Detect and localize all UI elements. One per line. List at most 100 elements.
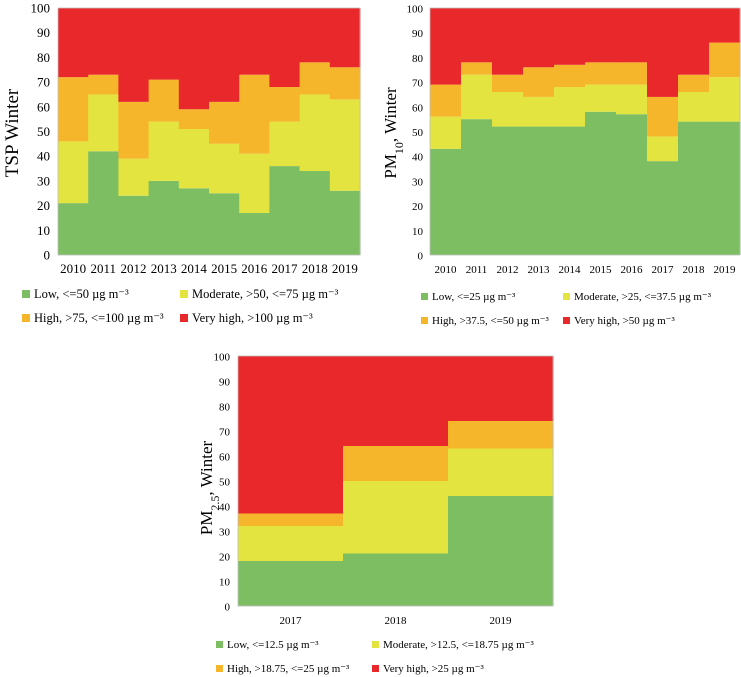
pm10-band-high-2010 (430, 84, 462, 117)
pm10-band-high-2012 (492, 74, 524, 92)
pm10-x-tick-2017: 2017 (652, 264, 675, 276)
pm25-y-tick-60: 60 (219, 452, 231, 464)
tsp-x-tick-2013: 2013 (151, 261, 177, 276)
tsp-band-high-2016 (239, 74, 270, 154)
pm25-ylabel-sub: 2.5 (208, 496, 222, 511)
pm10-y-tick-20: 20 (412, 201, 424, 213)
pm25-band-moderate-2018 (343, 481, 449, 554)
pm25-y-tick-20: 20 (219, 552, 231, 564)
pm25-x-tick-2018: 2018 (385, 615, 408, 627)
tsp-band-very_high-2014 (178, 8, 210, 110)
pm10-band-low-2010 (430, 148, 462, 255)
pm10-legend-label-very_high: Very high, >50 µg m⁻³ (574, 315, 675, 327)
pm10-y-axis-label: PM10, Winter (381, 87, 406, 179)
tsp-band-high-2015 (209, 101, 240, 144)
tsp-x-tick-2019: 2019 (332, 261, 358, 276)
tsp-y-tick-70: 70 (37, 75, 50, 90)
pm25-band-low-2018 (343, 553, 449, 606)
tsp-band-moderate-2011 (88, 94, 119, 152)
tsp-band-very_high-2010 (58, 8, 89, 78)
pm10-band-high-2016 (616, 62, 648, 85)
tsp-band-high-2012 (118, 101, 150, 159)
pm10-band-moderate-2010 (430, 116, 462, 149)
pm10-y-tick-100: 100 (407, 4, 424, 16)
pm10-y-tick-0: 0 (418, 251, 424, 263)
pm25-band-very_high-2019 (448, 356, 554, 421)
pm25-band-high-2017 (238, 513, 344, 526)
pm25-y-tick-0: 0 (225, 602, 231, 614)
tsp-band-very_high-2012 (118, 8, 150, 102)
pm10-legend-label-moderate: Moderate, >25, <=37.5 µg m⁻³ (574, 291, 712, 303)
pm25-ylabel-main: PM (197, 511, 216, 536)
pm10-x-tick-2019: 2019 (714, 264, 737, 276)
pm25-x-tick-2017: 2017 (280, 615, 303, 627)
pm10-band-moderate-2019 (709, 77, 741, 122)
pm25-y-tick-10: 10 (219, 577, 231, 589)
tsp-band-very_high-2013 (148, 8, 180, 80)
tsp-band-high-2010 (58, 77, 89, 142)
pm10-band-high-2014 (554, 64, 586, 88)
pm10-band-low-2017 (647, 161, 679, 255)
pm25-y-tick-50: 50 (219, 477, 231, 489)
tsp-x-tick-2016: 2016 (241, 261, 268, 276)
pm10-band-low-2014 (554, 126, 586, 255)
pm25-legend-label-very_high: Very high, >25 µg m⁻³ (383, 663, 484, 675)
pm25-y-tick-90: 90 (219, 377, 231, 389)
pm10-y-tick-30: 30 (412, 176, 424, 188)
pm25-plot-frame (237, 355, 554, 607)
pm25-y-tick-80: 80 (219, 402, 231, 414)
tsp-band-low-2016 (239, 213, 270, 255)
pm10-band-moderate-2016 (616, 84, 648, 115)
pm25-legend-swatch-low (216, 641, 223, 648)
pm10-band-high-2011 (461, 62, 493, 75)
tsp-band-low-2010 (58, 203, 89, 255)
pm10-legend-swatch-very_high (563, 317, 570, 324)
pm10-bands (430, 8, 741, 256)
pm25-y-tick-100: 100 (214, 352, 231, 364)
pm10-band-very_high-2019 (709, 8, 741, 43)
pm10-ylabel-main: PM (381, 154, 400, 179)
tsp-y-tick-40: 40 (37, 149, 50, 164)
pm25-band-high-2018 (343, 446, 449, 481)
pm10-band-high-2017 (647, 96, 679, 137)
tsp-plot-frame (57, 7, 361, 256)
pm25-band-moderate-2017 (238, 526, 344, 561)
tsp-band-low-2012 (118, 195, 150, 255)
pm25-legend: Low, <=12.5 µg m⁻³ Moderate, >12.5, <=18.… (216, 639, 534, 675)
pm10-x-tick-2010: 2010 (435, 264, 458, 276)
pm25-y-tick-70: 70 (219, 427, 231, 439)
tsp-band-high-2014 (178, 109, 210, 130)
tsp-legend-swatch-high (22, 314, 30, 322)
pm10-ylabel-rest: , Winter (381, 87, 400, 142)
tsp-band-very_high-2015 (209, 8, 240, 102)
pm10-x-tick-2015: 2015 (590, 264, 613, 276)
tsp-band-moderate-2017 (269, 121, 301, 167)
pm10-band-very_high-2015 (585, 8, 617, 63)
pm10-x-tick-2012: 2012 (497, 264, 519, 276)
tsp-band-very_high-2017 (269, 8, 301, 88)
pm25-y-tick-40: 40 (219, 502, 231, 514)
tsp-band-high-2013 (148, 79, 180, 122)
pm25-y-tick-30: 30 (219, 527, 231, 539)
pm10-band-moderate-2015 (585, 84, 617, 112)
pm25-legend-label-low: Low, <=12.5 µg m⁻³ (227, 639, 319, 651)
pm10-band-high-2013 (523, 67, 555, 97)
pm25-y-axis-label: PM2.5, Winter (197, 441, 222, 536)
pm10-band-very_high-2018 (678, 8, 710, 75)
pm10-band-low-2013 (523, 126, 555, 255)
tsp-legend-swatch-low (22, 290, 30, 298)
pm10-ylabel-sub: 10 (392, 142, 406, 154)
pm10-band-low-2019 (709, 121, 741, 256)
pm10-y-tick-70: 70 (412, 78, 424, 90)
tsp-band-high-2017 (269, 87, 301, 122)
tsp-legend-label-high: High, >75, <=100 µg m⁻³ (34, 311, 164, 325)
pm10-y-tick-40: 40 (412, 152, 424, 164)
pm10-band-low-2015 (585, 111, 617, 256)
pm10-y-tick-80: 80 (412, 53, 424, 65)
tsp-band-low-2013 (148, 180, 180, 255)
pm25-band-very_high-2017 (238, 356, 344, 514)
pm25-legend-swatch-high (216, 665, 223, 672)
pm10-band-low-2016 (616, 114, 648, 256)
pm10-band-very_high-2014 (554, 8, 586, 65)
